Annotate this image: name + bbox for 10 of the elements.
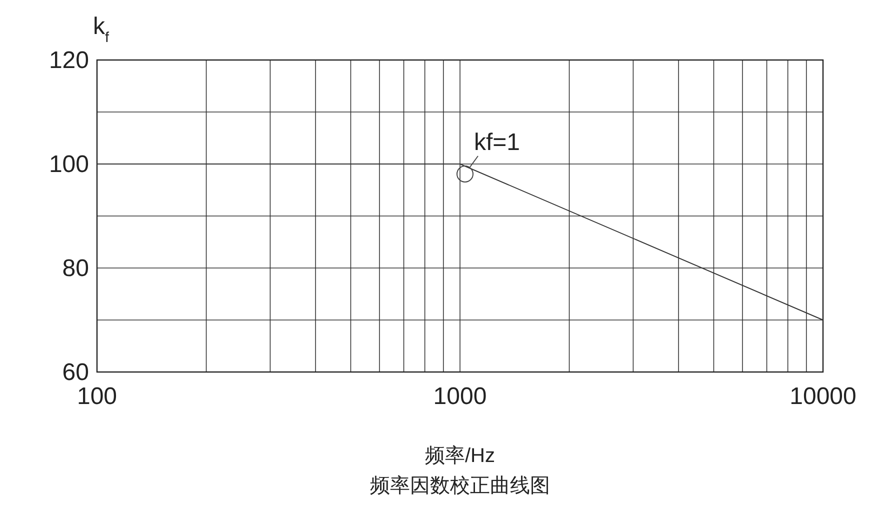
y-tick-label: 120 bbox=[48, 47, 89, 74]
x-tick-label: 1000 bbox=[433, 383, 487, 410]
y-tick-label: 60 bbox=[62, 359, 89, 386]
text: 频率因数校正曲线图 bbox=[370, 475, 550, 497]
annotation: kf=1 bbox=[474, 129, 520, 156]
x-tick-label: 10000 bbox=[790, 383, 856, 410]
y-tick-label: 80 bbox=[62, 255, 89, 282]
x-axis-title: 频率/Hz bbox=[425, 445, 495, 467]
y-axis-title: k$_{f}$ bbox=[93, 13, 110, 46]
y-tick-label: 100 bbox=[48, 151, 89, 178]
